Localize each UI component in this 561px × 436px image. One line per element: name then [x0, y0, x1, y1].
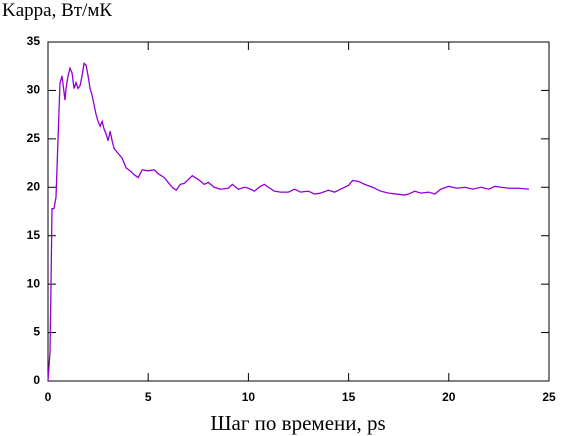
x-tick-label: 10: [242, 390, 256, 404]
y-tick-label: 35: [27, 34, 41, 48]
y-tick-label: 30: [27, 83, 41, 97]
y-tick-label: 15: [27, 228, 41, 242]
x-tick-label: 20: [442, 390, 456, 404]
data-line: [47, 61, 530, 382]
y-tick-label: 20: [27, 179, 41, 193]
y-tick-label: 0: [33, 373, 40, 387]
y-tick-label: 5: [33, 325, 40, 339]
x-tick-label: 25: [542, 390, 556, 404]
y-tick-label: 25: [27, 131, 41, 145]
y-axis-label: Kappa, Вт/мК: [2, 0, 112, 21]
x-tick-label: 0: [45, 390, 52, 404]
plot-frame: [47, 41, 550, 382]
x-tick-label: 5: [145, 390, 152, 404]
x-tick-label: 15: [342, 390, 356, 404]
y-tick-label: 10: [27, 276, 41, 290]
x-axis-label: Шаг по времени, ps: [210, 411, 385, 435]
